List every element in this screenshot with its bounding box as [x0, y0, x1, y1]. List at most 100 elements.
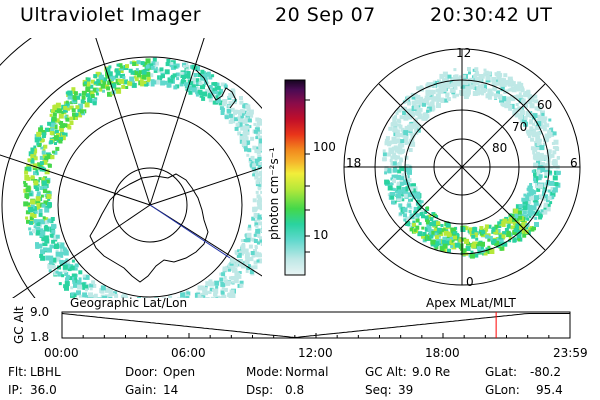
- colorbar-tick-100: 100: [313, 140, 336, 154]
- aurora-pixel: [532, 226, 536, 231]
- aurora-pixel: [150, 79, 155, 84]
- aurora-pixel: [111, 78, 115, 82]
- aurora-pixel: [134, 77, 139, 82]
- aurora-pixel: [261, 156, 262, 162]
- aurora-pixel: [442, 78, 446, 83]
- aurora-pixel: [171, 74, 175, 79]
- aurora-pixel: [79, 109, 84, 114]
- aurora-pixel: [250, 155, 255, 160]
- aurora-pixel: [482, 84, 487, 89]
- aurora-pixel: [175, 72, 180, 77]
- aurora-pixel: [262, 196, 266, 200]
- aurora-pixel: [405, 164, 410, 169]
- aurora-pixel: [49, 244, 54, 249]
- aurora-pixel: [219, 272, 223, 276]
- aurora-pixel: [200, 309, 205, 314]
- aurora-pixel: [35, 187, 40, 192]
- aurora-pixel: [544, 194, 549, 199]
- aurora-pixel: [252, 163, 257, 168]
- aurora-pixel: [511, 97, 516, 102]
- aurora-pixel: [32, 163, 38, 169]
- aurora-pixel: [258, 162, 262, 166]
- aurora-pixel: [463, 93, 467, 97]
- aurora-pixel: [535, 151, 540, 156]
- alt-tick-low: 1.8: [30, 330, 50, 344]
- aurora-pixel: [55, 234, 60, 239]
- aurora-pixel: [180, 74, 185, 79]
- aurora-pixel: [234, 275, 239, 280]
- aurora-pixel: [528, 135, 531, 138]
- aurora-pixel: [434, 228, 440, 234]
- aurora-pixel: [413, 206, 419, 212]
- aurora-pixel: [397, 162, 402, 166]
- aurora-pixel: [213, 82, 218, 86]
- aurora-pixel: [396, 196, 402, 202]
- aurora-pixel: [404, 142, 408, 145]
- aurora-pixel: [437, 81, 442, 87]
- aurora-pixel: [382, 157, 387, 162]
- aurora-pixel: [496, 90, 500, 95]
- aurora-pixel: [43, 235, 49, 241]
- aurora-pixel: [518, 107, 523, 112]
- mlt-lat-80: 80: [492, 141, 508, 155]
- aurora-pixel: [99, 288, 105, 294]
- aurora-pixel: [215, 82, 220, 87]
- aurora-pixel: [144, 82, 149, 87]
- aurora-pixel: [496, 73, 501, 78]
- aurora-pixel: [245, 141, 250, 145]
- aurora-pixel: [260, 242, 262, 246]
- aurora-pixel: [498, 77, 504, 83]
- aurora-pixel: [259, 121, 262, 126]
- aurora-pixel: [528, 227, 532, 231]
- aurora-pixel: [494, 96, 497, 100]
- aurora-pixel: [493, 93, 498, 98]
- aurora-pixel: [222, 99, 228, 104]
- aurora-pixel: [398, 124, 403, 129]
- aurora-pixel: [394, 163, 400, 169]
- aurora-pixel: [165, 313, 169, 317]
- aurora-pixel: [244, 260, 250, 265]
- aurora-pixel: [235, 122, 240, 127]
- aurora-pixel: [523, 102, 529, 108]
- aurora-pixel: [440, 224, 444, 227]
- aurora-pixel: [108, 292, 113, 297]
- aurora-pixel: [93, 81, 97, 85]
- aurora-pixel: [59, 259, 64, 264]
- aurora-pixel: [412, 122, 418, 128]
- aurora-pixel: [228, 268, 231, 272]
- aurora-pixel: [197, 293, 203, 298]
- aurora-pixel: [260, 190, 262, 194]
- aurora-pixel: [443, 230, 449, 236]
- aurora-pixel: [216, 296, 222, 298]
- aurora-pixel: [90, 296, 95, 298]
- aurora-pixel: [54, 245, 58, 249]
- aurora-pixel: [96, 297, 102, 298]
- aurora-pixel: [196, 301, 199, 304]
- aurora-pixel: [530, 137, 535, 142]
- aurora-pixel: [474, 253, 479, 258]
- aurora-pixel: [60, 242, 65, 247]
- aurora-pixel: [39, 233, 44, 238]
- aurora-pixel: [93, 293, 98, 298]
- aurora-pixel: [246, 111, 250, 116]
- aurora-pixel: [211, 305, 215, 309]
- aurora-pixel: [420, 96, 424, 100]
- aurora-pixel: [137, 297, 141, 298]
- aurora-pixel: [191, 84, 196, 89]
- aurora-pixel: [445, 94, 449, 98]
- aurora-pixel: [132, 62, 137, 66]
- aurora-pixel: [143, 318, 147, 322]
- aurora-pixel: [540, 195, 545, 200]
- aurora-pixel: [409, 131, 414, 136]
- aurora-pixel: [51, 257, 57, 263]
- aurora-pixel: [130, 313, 135, 318]
- aurora-pixel: [230, 276, 235, 280]
- aurora-pixel: [51, 150, 55, 154]
- mlt-map: [343, 48, 581, 286]
- aurora-pixel: [436, 103, 441, 108]
- aurora-pixel: [225, 280, 231, 286]
- aurora-pixel: [61, 110, 65, 114]
- aurora-pixel: [202, 91, 208, 97]
- aurora-pixel: [443, 98, 448, 103]
- time-tick-2359: 23:59: [553, 346, 588, 360]
